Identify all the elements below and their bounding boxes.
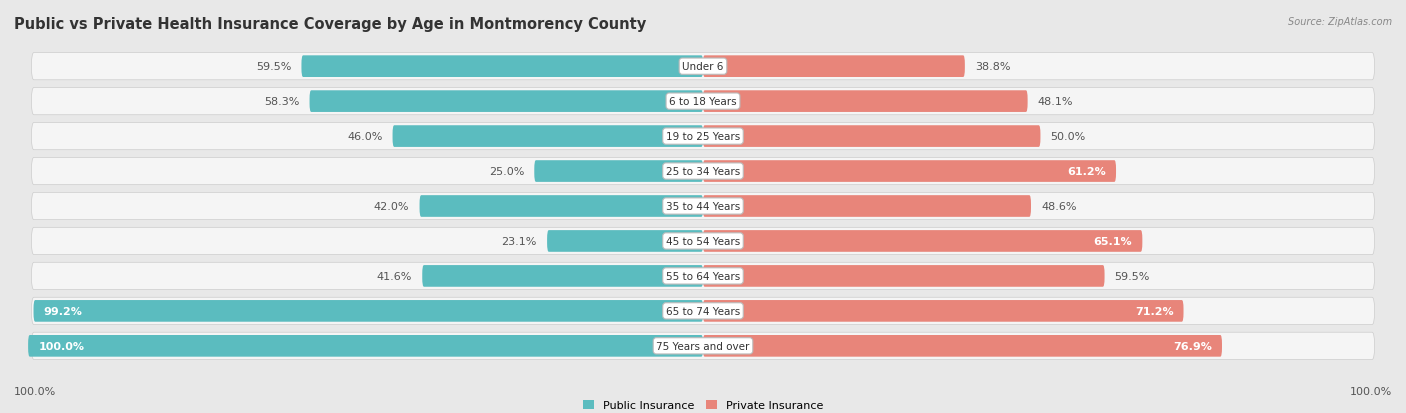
FancyBboxPatch shape bbox=[31, 53, 1375, 81]
Text: 100.0%: 100.0% bbox=[14, 387, 56, 396]
FancyBboxPatch shape bbox=[31, 158, 1375, 185]
FancyBboxPatch shape bbox=[534, 161, 703, 183]
Text: Public vs Private Health Insurance Coverage by Age in Montmorency County: Public vs Private Health Insurance Cover… bbox=[14, 17, 647, 31]
FancyBboxPatch shape bbox=[703, 196, 1031, 217]
Text: 65.1%: 65.1% bbox=[1094, 236, 1132, 247]
FancyBboxPatch shape bbox=[703, 161, 1116, 183]
FancyBboxPatch shape bbox=[31, 332, 1375, 360]
Text: 19 to 25 Years: 19 to 25 Years bbox=[666, 132, 740, 142]
FancyBboxPatch shape bbox=[392, 126, 703, 147]
Text: Under 6: Under 6 bbox=[682, 62, 724, 72]
FancyBboxPatch shape bbox=[547, 230, 703, 252]
Text: 35 to 44 Years: 35 to 44 Years bbox=[666, 202, 740, 211]
FancyBboxPatch shape bbox=[703, 230, 1142, 252]
FancyBboxPatch shape bbox=[31, 263, 1375, 290]
FancyBboxPatch shape bbox=[31, 228, 1375, 255]
Text: 61.2%: 61.2% bbox=[1067, 166, 1107, 177]
FancyBboxPatch shape bbox=[419, 196, 703, 217]
Text: Source: ZipAtlas.com: Source: ZipAtlas.com bbox=[1288, 17, 1392, 26]
FancyBboxPatch shape bbox=[301, 56, 703, 78]
Text: 75 Years and over: 75 Years and over bbox=[657, 341, 749, 351]
Text: 50.0%: 50.0% bbox=[1050, 132, 1085, 142]
Text: 76.9%: 76.9% bbox=[1173, 341, 1212, 351]
Text: 59.5%: 59.5% bbox=[256, 62, 291, 72]
Text: 42.0%: 42.0% bbox=[374, 202, 409, 211]
FancyBboxPatch shape bbox=[703, 91, 1028, 113]
Text: 23.1%: 23.1% bbox=[502, 236, 537, 247]
FancyBboxPatch shape bbox=[422, 266, 703, 287]
Text: 58.3%: 58.3% bbox=[264, 97, 299, 107]
Text: 46.0%: 46.0% bbox=[347, 132, 382, 142]
FancyBboxPatch shape bbox=[703, 300, 1184, 322]
FancyBboxPatch shape bbox=[31, 193, 1375, 220]
Text: 45 to 54 Years: 45 to 54 Years bbox=[666, 236, 740, 247]
FancyBboxPatch shape bbox=[31, 297, 1375, 325]
Text: 48.6%: 48.6% bbox=[1040, 202, 1077, 211]
Text: 71.2%: 71.2% bbox=[1135, 306, 1174, 316]
Text: 65 to 74 Years: 65 to 74 Years bbox=[666, 306, 740, 316]
FancyBboxPatch shape bbox=[703, 335, 1222, 357]
FancyBboxPatch shape bbox=[309, 91, 703, 113]
Text: 38.8%: 38.8% bbox=[974, 62, 1011, 72]
Text: 55 to 64 Years: 55 to 64 Years bbox=[666, 271, 740, 281]
Text: 25 to 34 Years: 25 to 34 Years bbox=[666, 166, 740, 177]
Text: 25.0%: 25.0% bbox=[489, 166, 524, 177]
Text: 6 to 18 Years: 6 to 18 Years bbox=[669, 97, 737, 107]
FancyBboxPatch shape bbox=[703, 266, 1105, 287]
FancyBboxPatch shape bbox=[703, 56, 965, 78]
Text: 100.0%: 100.0% bbox=[38, 341, 84, 351]
Text: 48.1%: 48.1% bbox=[1038, 97, 1073, 107]
Text: 99.2%: 99.2% bbox=[44, 306, 83, 316]
Text: 59.5%: 59.5% bbox=[1115, 271, 1150, 281]
FancyBboxPatch shape bbox=[34, 300, 703, 322]
FancyBboxPatch shape bbox=[31, 88, 1375, 116]
FancyBboxPatch shape bbox=[31, 123, 1375, 150]
Text: 41.6%: 41.6% bbox=[377, 271, 412, 281]
Legend: Public Insurance, Private Insurance: Public Insurance, Private Insurance bbox=[579, 395, 827, 413]
FancyBboxPatch shape bbox=[28, 335, 703, 357]
FancyBboxPatch shape bbox=[703, 126, 1040, 147]
Text: 100.0%: 100.0% bbox=[1350, 387, 1392, 396]
